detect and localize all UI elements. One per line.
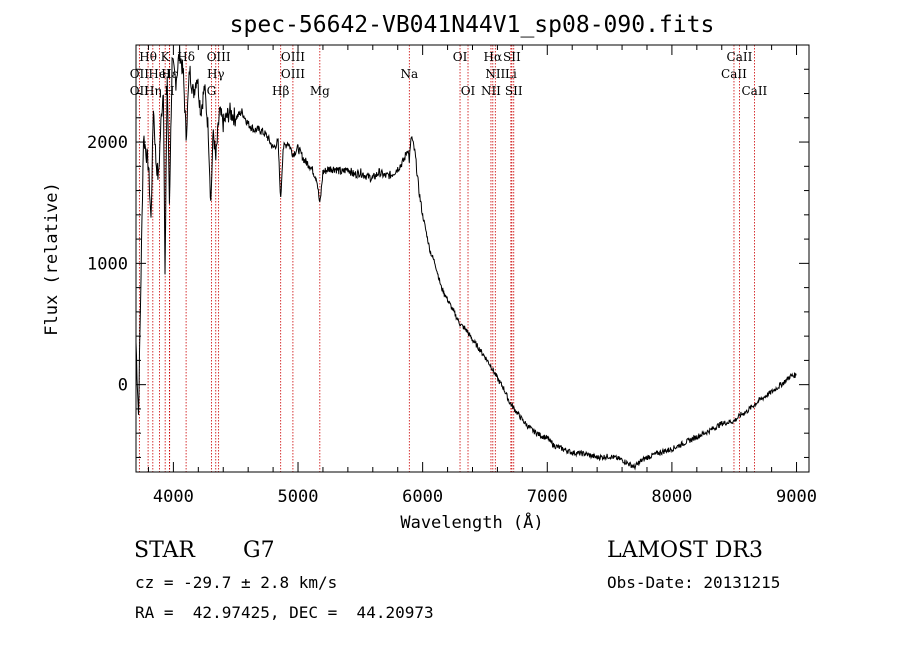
plot-frame: [135, 44, 810, 473]
line-label: OI: [453, 50, 468, 64]
y-tick-label: 1000: [87, 254, 128, 274]
y-tick-label: 0: [118, 376, 128, 396]
x-tick-label: 9000: [776, 487, 817, 507]
line-label: OI: [461, 84, 476, 98]
y-axis-label: Flux (relative): [42, 182, 62, 336]
line-label: Hγ: [207, 67, 225, 81]
coordinates-text: RA = 42.97425, DEC = 44.20973: [135, 603, 434, 622]
line-label: OIII: [281, 50, 305, 64]
survey-name: LAMOST DR3: [607, 538, 763, 563]
line-label: OIII: [207, 50, 231, 64]
line-label: OII: [130, 67, 150, 81]
object-class: STAR: [134, 538, 195, 563]
spectrum-line: [135, 44, 797, 471]
line-label: OII: [130, 84, 150, 98]
x-tick-label: 4000: [153, 487, 194, 507]
line-label: CaII: [741, 84, 767, 98]
line-markers: [138, 45, 755, 472]
x-tick-label: 6000: [402, 487, 443, 507]
y-tick-label: 2000: [87, 133, 128, 153]
x-tick-label: 8000: [651, 487, 692, 507]
x-tick-label: 7000: [527, 487, 568, 507]
line-label: Hβ: [272, 84, 289, 98]
line-label: Li: [505, 67, 517, 81]
line-label: K: [161, 50, 171, 64]
obs-date-text: Obs-Date: 20131215: [607, 573, 781, 592]
line-label: Hδ: [177, 50, 195, 64]
chart-title: spec-56642-VB041N44V1_sp08-090.fits: [230, 12, 715, 38]
axis-ticks: 4000 5000 6000 7000 8000 9000 0 1000 2000: [87, 45, 817, 507]
line-label: SII: [503, 50, 521, 64]
line-label: Na: [400, 67, 418, 81]
line-label: Hε: [161, 67, 178, 81]
line-label: H: [164, 84, 174, 98]
line-label: G: [207, 84, 217, 98]
line-label: Hθ: [139, 50, 157, 64]
line-label: CaII: [727, 50, 753, 64]
line-label: Hη: [144, 84, 162, 98]
line-label: NII: [481, 84, 501, 98]
line-label: Hα: [484, 50, 503, 64]
object-subclass: G7: [243, 538, 275, 563]
redshift-text: cz = -29.7 ± 2.8 km/s: [135, 573, 338, 592]
line-label: OIII: [281, 67, 305, 81]
line-label: NII: [485, 67, 505, 81]
line-label: Mg: [310, 84, 330, 98]
x-tick-label: 5000: [278, 487, 319, 507]
x-axis-label: Wavelength (Å): [400, 511, 543, 533]
line-label: CaII: [721, 67, 747, 81]
line-label: HeI: [148, 67, 171, 81]
line-label: SII: [505, 84, 523, 98]
